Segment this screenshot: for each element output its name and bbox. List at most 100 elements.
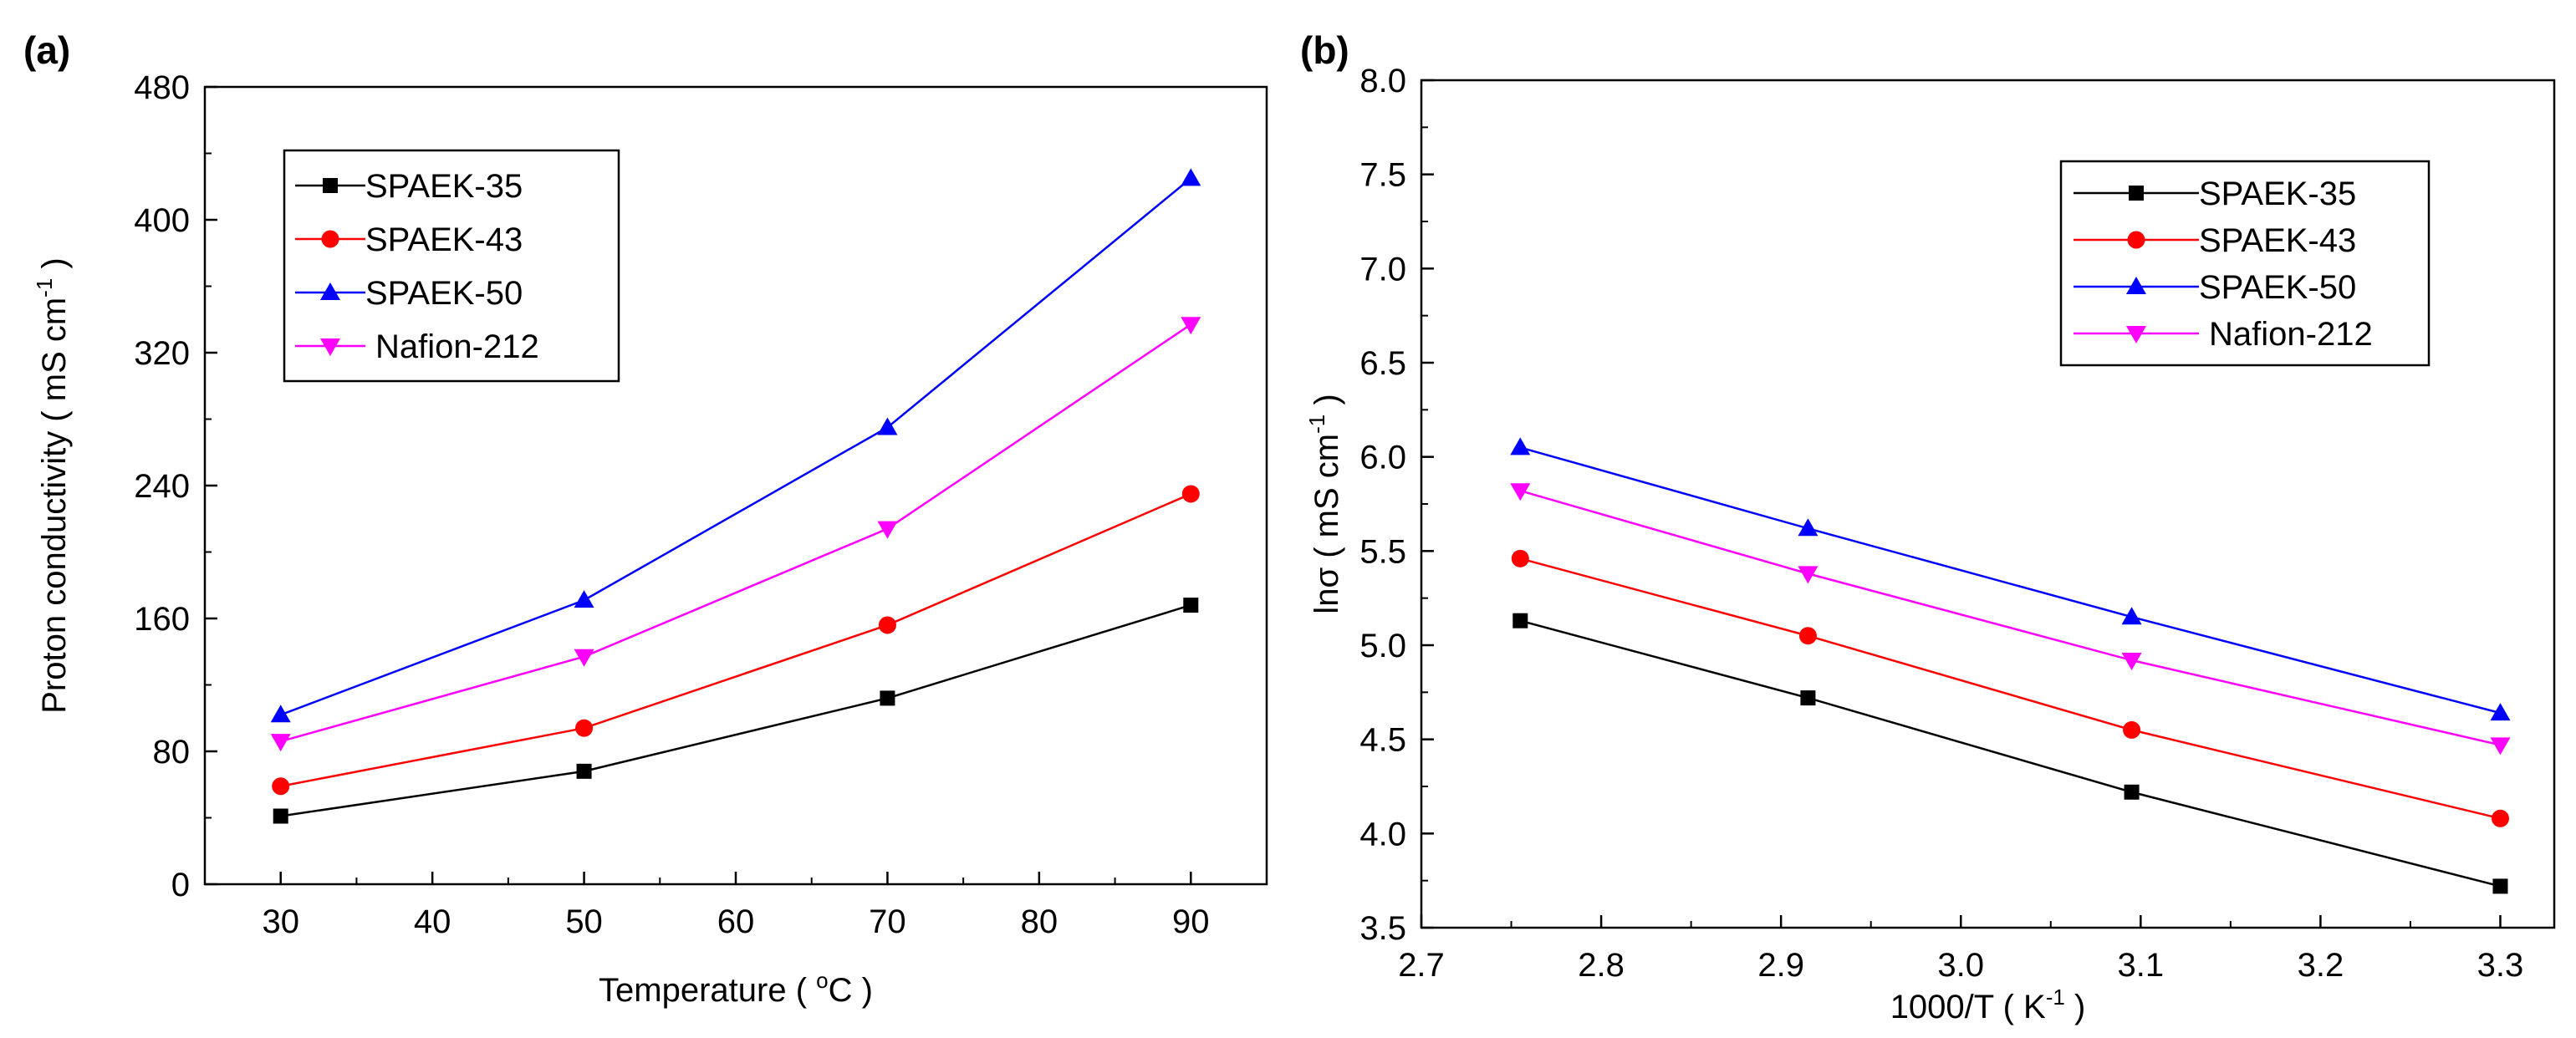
y-tick-label: 160	[134, 601, 190, 638]
data-point	[1798, 566, 1819, 584]
data-point	[2491, 809, 2509, 827]
data-point	[1181, 168, 1201, 186]
data-point	[1800, 690, 1816, 706]
y-tick-label: 400	[134, 202, 190, 239]
y-tick-label: 7.0	[1359, 251, 1406, 287]
x-tick-label: 3.1	[2118, 947, 2165, 984]
legend-swatch-marker	[2126, 326, 2146, 343]
legend-label: SPAEK-43	[2199, 222, 2356, 259]
panel-a: (a) 0 80 160 240 320 400 480 30 40 50 60 70 80 90 Tempe…	[23, 28, 1268, 1009]
legend-label: SPAEK-35	[365, 168, 523, 205]
y-tick-label: 4.5	[1359, 722, 1406, 759]
y-tick-label: 5.5	[1359, 533, 1406, 570]
legend-swatch-marker	[2127, 231, 2145, 249]
legend-swatch-marker	[320, 338, 340, 356]
y-axis-title-superscript: -1	[1304, 415, 1329, 434]
x-axis-title-superscript: o	[816, 968, 828, 993]
legend-label: SPAEK-43	[365, 221, 523, 258]
data-point	[1512, 613, 1528, 628]
x-tick-label: 80	[1021, 903, 1058, 940]
y-axis-title: Proton conductivity ( mS cm-1 )	[32, 257, 73, 714]
x-axis-title: 1000/T ( K-1 )	[1890, 985, 2086, 1025]
data-point	[1798, 518, 1819, 537]
y-axis-title-suffix: )	[36, 257, 73, 277]
data-point	[2123, 720, 2141, 739]
y-axis-title-superscript: -1	[32, 278, 57, 298]
series-line	[1519, 557, 2501, 820]
x-axis-title-suffix: C )	[829, 972, 873, 1009]
x-axis-title: Temperature ( oC )	[599, 968, 873, 1009]
legend-label: SPAEK-35	[2199, 176, 2356, 212]
data-point	[2121, 653, 2142, 671]
data-point	[2490, 703, 2511, 721]
x-tick-label: 30	[262, 903, 299, 940]
data-point	[270, 705, 291, 723]
x-tick-label: 3.3	[2477, 947, 2524, 984]
x-tick-label: 50	[565, 903, 603, 940]
data-point	[574, 649, 594, 667]
series-line	[280, 603, 1191, 817]
y-tick-label: 6.5	[1359, 345, 1406, 382]
legend-label: Nafion-212	[2209, 316, 2373, 353]
data-point	[1181, 317, 1201, 335]
legend-label: SPAEK-50	[365, 275, 523, 312]
x-tick-label: 60	[717, 903, 755, 940]
series-line	[280, 492, 1191, 787]
legend-box	[2059, 160, 2431, 367]
x-axis-title-main: Temperature (	[599, 972, 816, 1009]
data-point	[2490, 737, 2511, 756]
y-tick-label: 240	[134, 468, 190, 505]
data-point	[877, 521, 898, 539]
data-point	[272, 777, 290, 796]
data-point	[877, 417, 898, 435]
series-line	[1519, 619, 2501, 888]
series-line	[280, 323, 1191, 743]
y-tick-label: 80	[153, 734, 191, 771]
panel-letter: (b)	[1300, 28, 1349, 72]
panel-b: (b) 3.5 4.0 4.5 5.0 5.5 6.0 6.5 7.0 7.5 8.0 2.7 2.8 2…	[1300, 28, 2556, 1025]
series-line	[1519, 446, 2501, 715]
y-axis-title-main: lnσ ( mS cm	[1308, 434, 1345, 614]
legend-box	[283, 149, 620, 383]
legend-swatch-marker	[321, 230, 339, 248]
legend-swatch-marker	[320, 282, 340, 300]
data-point	[2121, 607, 2142, 625]
data-point	[1183, 598, 1199, 613]
y-tick-label: 3.5	[1359, 910, 1406, 947]
data-point	[270, 734, 291, 752]
data-point	[1511, 549, 1529, 567]
y-tick-label: 4.0	[1359, 816, 1406, 852]
legend-swatch-marker	[2126, 277, 2146, 294]
data-point	[574, 590, 594, 608]
x-tick-label: 3.2	[2298, 947, 2344, 984]
y-tick-label: 6.0	[1359, 440, 1406, 476]
x-tick-label: 3.0	[1937, 947, 1984, 984]
x-tick-label: 2.9	[1757, 947, 1804, 984]
y-tick-label: 480	[134, 69, 190, 106]
data-point	[1510, 437, 1531, 455]
y-axis-title-main: Proton conductivity ( mS cm	[36, 298, 73, 714]
y-tick-label: 8.0	[1359, 63, 1406, 99]
data-point	[880, 690, 895, 706]
x-tick-label: 2.7	[1398, 947, 1445, 984]
legend-label: Nafion-212	[375, 328, 539, 365]
y-tick-label: 320	[134, 335, 190, 372]
data-point	[1798, 627, 1817, 645]
x-axis-title-main: 1000/T ( K	[1890, 989, 2046, 1025]
data-point	[2124, 784, 2140, 800]
data-point	[1510, 483, 1531, 501]
legend-swatch-marker	[323, 178, 338, 193]
x-tick-label: 2.8	[1578, 947, 1625, 984]
legend-label: SPAEK-50	[2199, 269, 2356, 306]
data-point	[2492, 878, 2508, 894]
data-point	[576, 763, 592, 779]
y-tick-label: 7.5	[1359, 157, 1406, 194]
y-axis-title-suffix: )	[1308, 394, 1345, 414]
x-tick-label: 70	[869, 903, 906, 940]
legend-swatch-marker	[2129, 186, 2144, 201]
y-axis-title: lnσ ( mS cm-1 )	[1304, 394, 1345, 613]
data-point	[878, 616, 896, 634]
data-point	[273, 808, 288, 824]
